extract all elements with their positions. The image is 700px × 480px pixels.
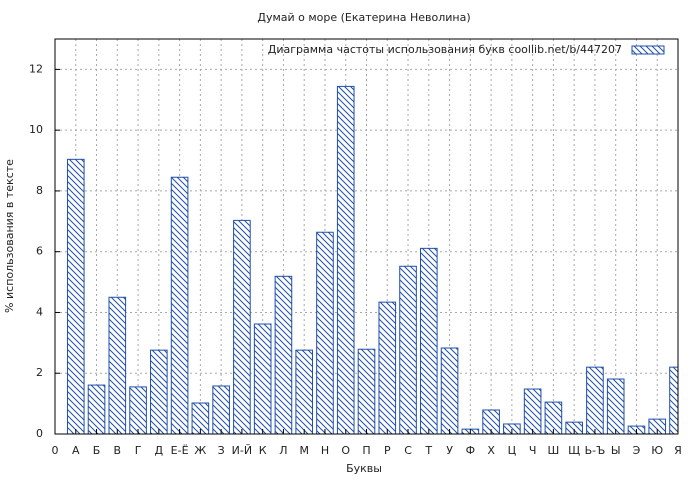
x-tick-label: И-Й	[232, 444, 252, 457]
bar	[419, 247, 438, 434]
y-tick-label: 0	[36, 427, 43, 440]
x-tick-label: Ь-Ъ	[585, 444, 606, 457]
x-tick-label: А	[72, 444, 80, 457]
x-tick-label: Д	[155, 444, 164, 457]
x-tick-label: 0	[52, 444, 59, 457]
legend-swatch	[631, 45, 665, 55]
bar	[482, 409, 500, 434]
bar	[233, 219, 251, 434]
x-tick-label: У	[446, 444, 453, 457]
x-tick-label: Ч	[529, 444, 537, 457]
y-tick-label: 2	[36, 366, 43, 379]
x-tick-label: Н	[321, 444, 329, 457]
x-axis-label: Буквы	[346, 462, 382, 475]
bar	[440, 347, 459, 434]
x-tick-label: З	[218, 444, 225, 457]
bar	[212, 385, 230, 434]
legend-label: Диаграмма частоты использования букв coo…	[268, 43, 622, 56]
x-tick-label: П	[362, 444, 370, 457]
x-tick-label: О	[341, 444, 350, 457]
plot-frame	[54, 38, 679, 435]
x-tick-label: Ш	[548, 444, 560, 457]
x-tick-label: К	[259, 444, 267, 457]
bar	[274, 275, 293, 434]
chart-title: Думай о море (Екатерина Неволина)	[257, 11, 470, 24]
x-tick-label: С	[404, 444, 412, 457]
bar	[586, 366, 604, 434]
x-tick-label: Э	[633, 444, 641, 457]
x-tick-label: Ц	[508, 444, 517, 457]
bar	[399, 265, 417, 434]
bars	[66, 85, 678, 434]
x-tick-label: Г	[135, 444, 142, 457]
bar	[129, 386, 147, 434]
x-tick-label: Б	[93, 444, 101, 457]
bar	[336, 85, 355, 434]
bar	[66, 158, 85, 434]
bar	[87, 384, 106, 434]
x-tick-label: Х	[487, 444, 495, 457]
y-tick-label: 8	[36, 184, 43, 197]
bar	[170, 176, 189, 434]
x-tick-label: Щ	[568, 444, 580, 457]
x-tick-label: Ф	[466, 444, 475, 457]
bar	[316, 231, 334, 434]
x-tick-label: М	[299, 444, 309, 457]
y-axis-label: % использования в тексте	[3, 159, 16, 313]
y-tick-label: 6	[36, 245, 43, 258]
x-tick-label: Т	[424, 444, 432, 457]
x-tick-label: Ж	[194, 444, 206, 457]
y-tick-label: 10	[29, 123, 43, 136]
y-tick-label: 12	[29, 62, 43, 75]
bar	[253, 323, 272, 434]
bar	[108, 296, 127, 434]
x-tick-label: Л	[279, 444, 287, 457]
bar	[378, 301, 397, 434]
x-tick-label: Р	[384, 444, 391, 457]
bar	[295, 349, 314, 434]
x-tick-label: Ю	[651, 444, 663, 457]
bar	[523, 388, 542, 434]
bar	[669, 366, 678, 434]
x-tick-label: Е-Ё	[171, 444, 189, 457]
x-tick-label: В	[114, 444, 122, 457]
bar	[544, 401, 563, 434]
bar	[357, 348, 376, 434]
x-tick-label: Я	[674, 444, 682, 457]
bar	[606, 378, 625, 434]
bar	[503, 423, 521, 434]
bar	[648, 418, 667, 434]
bar	[150, 349, 168, 434]
y-tick-label: 4	[36, 305, 43, 318]
x-tick-label: Ы	[611, 444, 621, 457]
